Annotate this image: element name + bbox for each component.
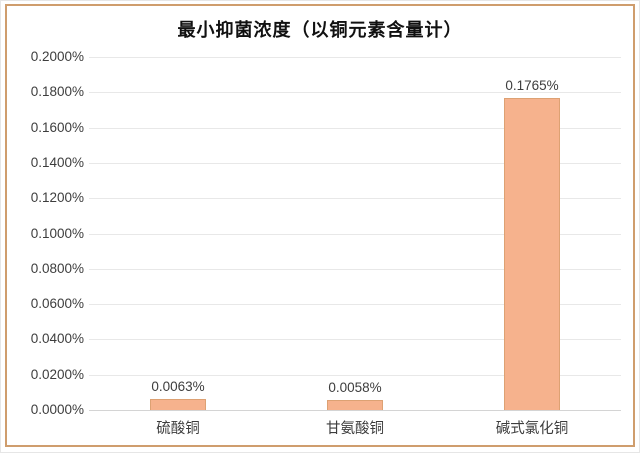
x-category-label: 甘氨酸铜: [326, 421, 384, 437]
bar-3: [504, 98, 560, 410]
y-gridline: [89, 92, 621, 93]
y-gridline: [89, 234, 621, 235]
x-category-label: 碱式氯化铜: [495, 421, 569, 437]
y-tick-label: 0.1400%: [30, 155, 84, 170]
y-gridline: [89, 269, 621, 270]
y-gridline: [89, 375, 621, 376]
bar-2: [327, 400, 383, 410]
y-gridline: [89, 304, 621, 305]
y-tick-label: 0.0400%: [30, 331, 84, 346]
y-gridline: [89, 163, 621, 164]
y-tick-label: 0.1800%: [30, 84, 84, 99]
y-gridline: [89, 128, 621, 129]
y-tick-label: 0.1000%: [30, 226, 84, 241]
y-gridline: [89, 198, 621, 199]
bar-1: [150, 399, 206, 410]
y-tick-label: 0.0000%: [30, 402, 84, 417]
y-tick-label: 0.1600%: [30, 120, 84, 135]
x-axis-line: [89, 410, 621, 411]
bar-value-label: 0.0063%: [151, 379, 205, 394]
y-tick-label: 0.0600%: [30, 296, 84, 311]
y-tick-label: 0.1200%: [30, 190, 84, 205]
y-gridline: [89, 339, 621, 340]
y-gridline: [89, 57, 621, 58]
y-tick-label: 0.2000%: [30, 49, 84, 64]
y-tick-label: 0.0800%: [30, 261, 84, 276]
y-tick-label: 0.0200%: [30, 367, 84, 382]
chart-title: 最小抑菌浓度（以铜元素含量计）: [177, 20, 463, 41]
x-category-label: 硫酸铜: [156, 421, 200, 437]
bar-value-label: 0.0058%: [328, 380, 382, 395]
bar-value-label: 0.1765%: [505, 78, 559, 93]
